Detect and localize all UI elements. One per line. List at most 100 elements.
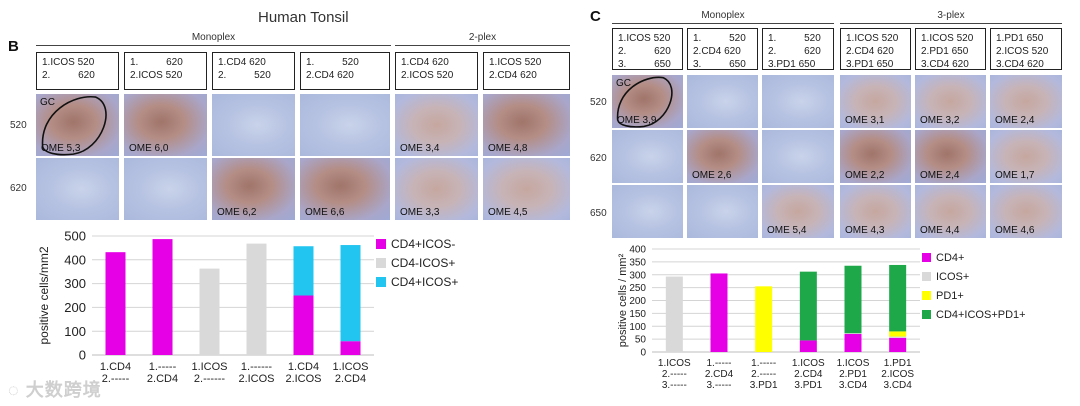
panel-b-letter: B <box>8 38 19 55</box>
panel-b-monoplex-line <box>36 45 391 46</box>
x-category-label: 2.CD4 <box>147 373 178 385</box>
bar-segment <box>340 245 361 342</box>
bar-segment <box>105 252 126 355</box>
panel-b-2plex-label: 2-plex <box>468 32 497 43</box>
x-category-label: 1.CD4 <box>288 361 319 373</box>
bar-segment <box>889 264 907 332</box>
y-tick-label: 200 <box>64 300 86 315</box>
panel-c-ome-label: OME 3,2 <box>920 115 960 126</box>
panel-c-tile-r2-c1 <box>612 130 683 183</box>
x-category-label: 2.------ <box>194 373 225 385</box>
legend-label: PD1+ <box>936 290 964 302</box>
panel-c-tile-r1-c5: OME 3,2 <box>915 75 986 128</box>
panel-c-tile-r2-c3 <box>762 130 834 183</box>
y-tick-label: 300 <box>64 276 86 291</box>
legend-label: ICOS+ <box>936 271 969 283</box>
y-tick-label: 400 <box>64 252 86 267</box>
panel-c-tile-r2-c2: OME 2,6 <box>687 130 758 183</box>
panel-b-tile-r1-c1: GC OME 5,3 <box>36 94 119 156</box>
panel-c-tile-r3-c4: OME 4,3 <box>840 185 911 238</box>
panel-c-ome-label: OME 2,2 <box>845 170 885 181</box>
bar-segment <box>755 286 773 352</box>
panel-c-tile-r1-c6: OME 2,4 <box>990 75 1062 128</box>
bar-segment <box>889 331 907 337</box>
panel-c-ome-label: OME 1,7 <box>995 170 1035 181</box>
legend-swatch <box>922 291 931 300</box>
panel-c-header-3: 1. 520 2. 620 3.PD1 650 <box>762 28 834 70</box>
panel-b-ome-label: OME 6,2 <box>217 207 257 218</box>
y-tick-label: 150 <box>629 309 646 320</box>
bar-segment <box>844 333 862 352</box>
y-tick-label: 400 <box>629 245 646 256</box>
bar-segment <box>152 239 173 355</box>
panel-c-tile-r1-c4: OME 3,1 <box>840 75 911 128</box>
panel-c-ome-label: OME 4,3 <box>845 225 885 236</box>
panel-c-tile-r2-c5: OME 2,4 <box>915 130 986 183</box>
panel-b-tile-r1-c4 <box>300 94 390 156</box>
panel-c-ome-label: OME 5,4 <box>767 225 807 236</box>
y-tick-label: 50 <box>635 335 647 346</box>
panel-c-ome-label: OME 4,4 <box>920 225 960 236</box>
x-category-label: 3.----- <box>707 380 732 391</box>
x-category-label: 2.ICOS <box>881 369 914 380</box>
x-category-label: 3.----- <box>662 380 687 391</box>
panel-c-tile-r2-c6: OME 1,7 <box>990 130 1062 183</box>
panel-c-ome-label: OME 2,4 <box>995 115 1035 126</box>
bar-segment <box>199 268 220 355</box>
y-tick-label: 300 <box>629 270 646 281</box>
panel-c-3plex-line <box>840 23 1062 24</box>
panel-b-tile-r2-c3: OME 6,2 <box>212 158 295 220</box>
x-category-label: 2.PD1 <box>839 369 867 380</box>
panel-b-tile-r2-c5: OME 3,3 <box>395 158 478 220</box>
panel-c-monoplex-line <box>612 23 834 24</box>
panel-b-ome-label: OME 4,5 <box>488 207 528 218</box>
panel-c-tile-r2-c4: OME 2,2 <box>840 130 911 183</box>
panel-b-ome-label: OME 5,3 <box>41 143 81 154</box>
panel-c-header-6: 1.PD1 650 2.ICOS 520 3.CD4 620 <box>990 28 1062 70</box>
panel-b-2plex-line <box>395 45 570 46</box>
x-category-label: 1.----- <box>707 358 732 369</box>
y-tick-label: 350 <box>629 257 646 268</box>
x-category-label: 1.ICOS <box>792 358 825 369</box>
x-category-label: 1.CD4 <box>100 361 131 373</box>
legend-swatch <box>376 258 386 268</box>
y-tick-label: 250 <box>629 283 646 294</box>
panel-c-ome-label: OME 4,6 <box>995 225 1035 236</box>
panel-b-gc-outline <box>41 96 107 156</box>
panel-c-row-label-650: 650 <box>590 208 607 219</box>
legend-label: CD4+ICOS+PD1+ <box>936 309 1026 321</box>
bar-segment <box>293 295 314 355</box>
panel-b-tile-r2-c4: OME 6,6 <box>300 158 390 220</box>
x-category-label: 2.ICOS <box>238 373 274 385</box>
panel-b-tile-r2-c2 <box>124 158 207 220</box>
panel-b-tile-r1-c5: OME 3,4 <box>395 94 478 156</box>
panel-b-tile-r1-c3 <box>212 94 295 156</box>
panel-c-header-1: 1.ICOS 520 2. 620 3. 650 <box>612 28 683 70</box>
panel-b-tile-r1-c6: OME 4,8 <box>483 94 570 156</box>
bar-segment <box>246 243 267 355</box>
x-category-label: 2.----- <box>662 369 687 380</box>
y-tick-label: 0 <box>640 348 646 359</box>
x-category-label: 2.CD4 <box>335 373 366 385</box>
panel-b-header-3: 1.CD4 620 2. 520 <box>212 52 295 90</box>
panel-c-tile-r1-c3 <box>762 75 834 128</box>
x-category-label: 1.ICOS <box>332 361 368 373</box>
panel-c-header-4: 1.ICOS 520 2.CD4 620 3.PD1 650 <box>840 28 911 70</box>
bar-segment <box>889 337 907 352</box>
legend-swatch <box>922 253 931 262</box>
panel-b-ome-label: OME 6,6 <box>305 207 345 218</box>
legend-swatch <box>376 239 386 249</box>
bar-segment <box>293 246 314 296</box>
panel-c-gc-outline <box>616 76 673 128</box>
panel-b-header-5: 1.CD4 620 2.ICOS 520 <box>395 52 478 90</box>
panel-c-ome-label: OME 3,9 <box>617 115 657 126</box>
panel-b-tile-r1-c2: OME 6,0 <box>124 94 207 156</box>
watermark-logo: ◌ 大数跨境 <box>8 380 102 400</box>
bar-segment <box>844 265 862 334</box>
x-category-label: 3.PD1 <box>750 380 778 391</box>
panel-c-tile-r3-c3: OME 5,4 <box>762 185 834 238</box>
y-axis-label: positive cells / mm² <box>617 253 629 347</box>
panel-c-header-2: 1. 520 2.CD4 620 3. 650 <box>687 28 758 70</box>
panel-c-monoplex-label: Monoplex <box>701 10 745 21</box>
